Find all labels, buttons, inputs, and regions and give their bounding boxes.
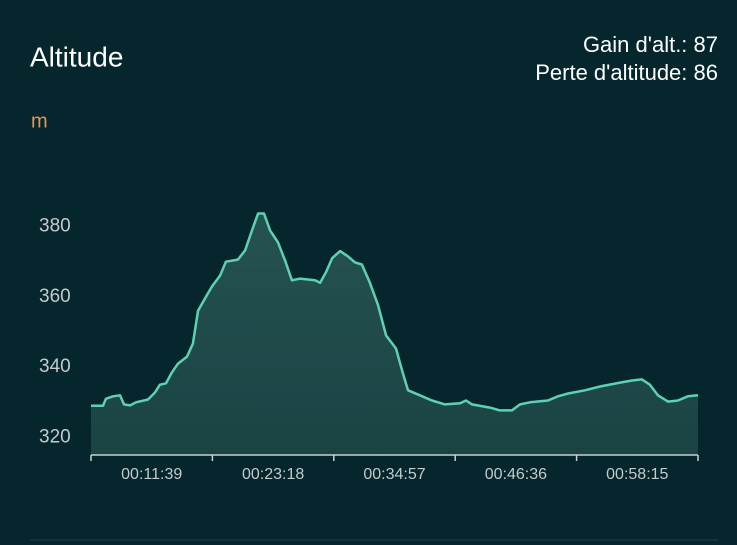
y-tick-label: 360 xyxy=(39,286,71,307)
y-tick-label: 320 xyxy=(39,426,71,447)
x-tick-label: 00:11:39 xyxy=(121,466,182,483)
area xyxy=(91,213,698,455)
x-tick-label: 00:23:18 xyxy=(242,466,304,483)
annotation: Gain d'alt.: 87 xyxy=(583,32,718,57)
annotation: Perte d'altitude: 86 xyxy=(535,60,718,85)
x-tick-label: 00:34:57 xyxy=(363,466,425,483)
x-tick-label: 00:46:36 xyxy=(485,466,547,483)
y-axis-label: m xyxy=(31,110,48,132)
y-tick-label: 380 xyxy=(39,216,71,237)
x-tick-label: 00:58:15 xyxy=(606,466,668,483)
chart-title: Altitude xyxy=(30,41,123,72)
line xyxy=(91,212,699,412)
y-tick-label: 340 xyxy=(39,356,71,377)
